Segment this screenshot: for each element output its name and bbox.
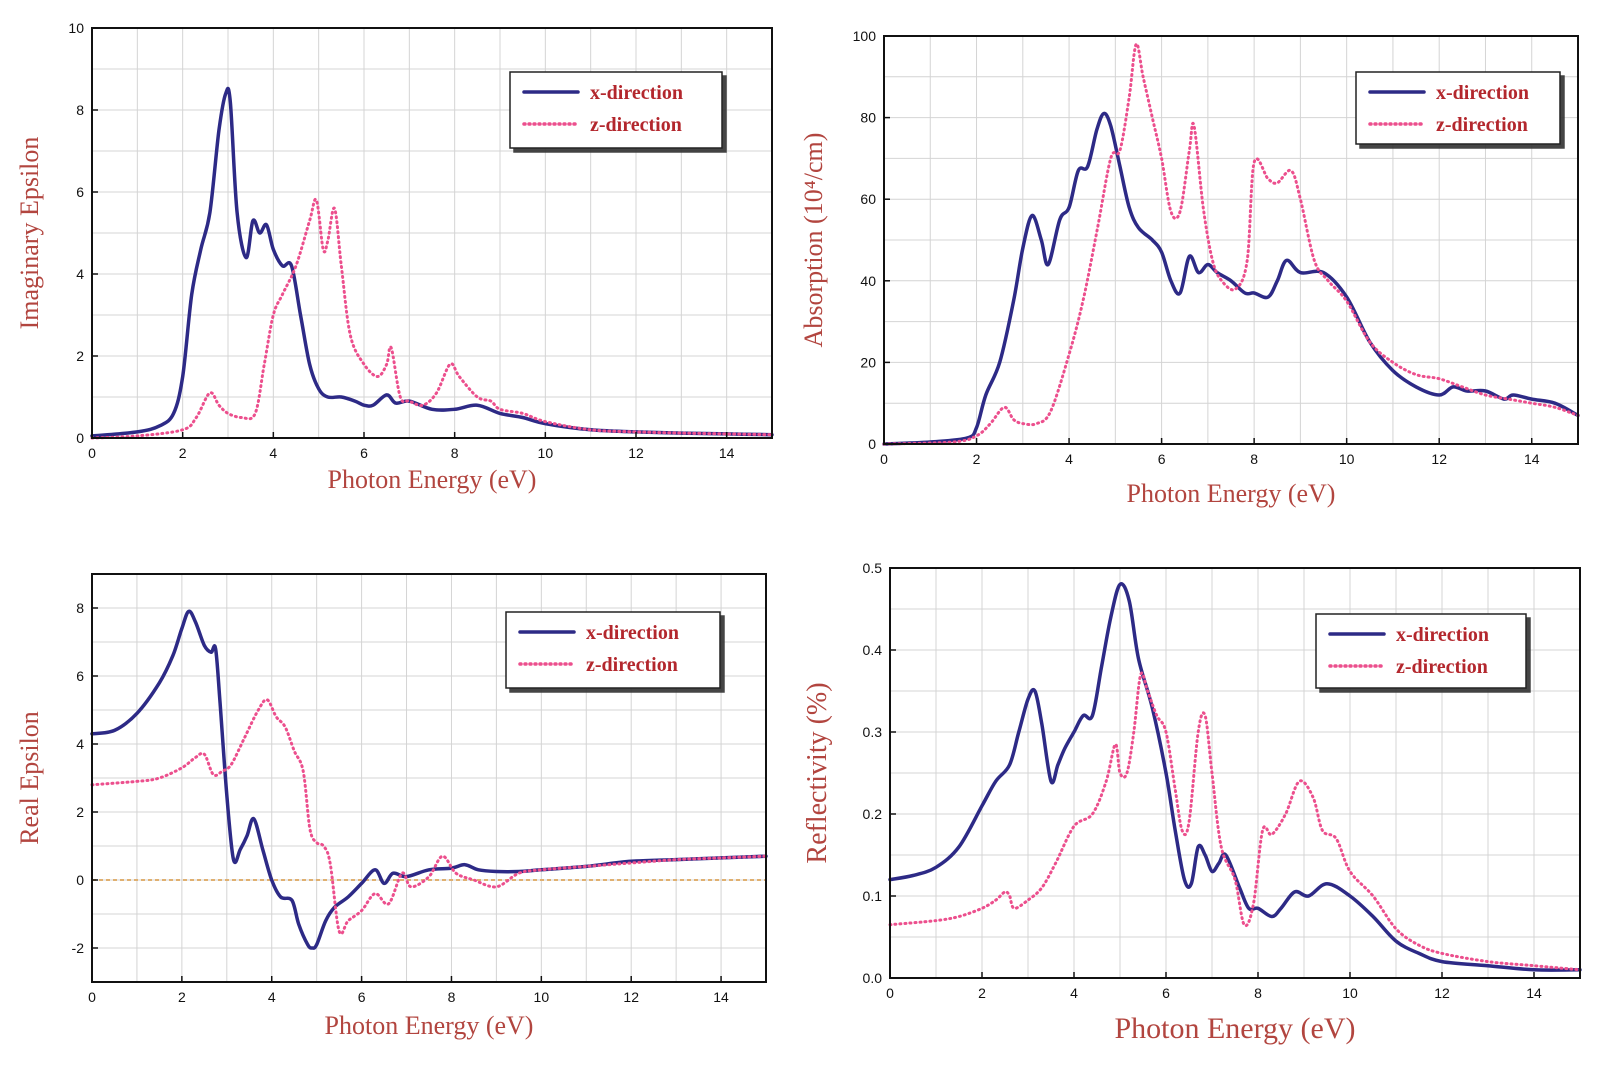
absorp-legend: x-direction z-direction	[1355, 71, 1561, 145]
y-tick-label: 0	[76, 872, 84, 888]
real-series-x-line	[90, 609, 768, 950]
x-tick-label: 12	[1431, 451, 1447, 467]
y-tick-label: 0	[868, 436, 876, 452]
y-tick-label: 0.4	[863, 642, 883, 658]
refl-legend: x-direction z-direction	[1315, 613, 1527, 689]
legend-label-x: x-direction	[1396, 624, 1489, 646]
x-tick-label: 0	[88, 989, 96, 1005]
x-tick-label: 0	[886, 985, 894, 1001]
imag-frame	[91, 27, 773, 439]
y-tick-label: 2	[76, 348, 84, 364]
y-tick-label: 0.5	[863, 560, 883, 576]
x-tick-label: 12	[1434, 985, 1450, 1001]
x-tick-label: 8	[448, 989, 456, 1005]
x-tick-label: 2	[973, 451, 981, 467]
x-tick-label: 6	[1162, 985, 1170, 1001]
x-tick-label: 2	[179, 445, 187, 461]
y-tick-label: 6	[76, 184, 84, 200]
legend-box	[505, 611, 721, 689]
x-tick-label: 4	[1070, 985, 1078, 1001]
x-tick-label: 14	[719, 445, 735, 461]
x-tick-label: 14	[1524, 451, 1540, 467]
imag-grid	[91, 27, 773, 439]
y-tick-label: 8	[76, 600, 84, 616]
y-tick-label: 40	[860, 273, 876, 289]
real-legend: x-direction z-direction	[505, 611, 721, 689]
imag-series-x-line	[90, 86, 774, 438]
x-tick-label: 6	[358, 989, 366, 1005]
y-tick-label: 0.0	[863, 970, 883, 986]
x-tick-label: 6	[360, 445, 368, 461]
y-tick-label: 4	[76, 736, 84, 752]
x-tick-label: 8	[1250, 451, 1258, 467]
legend-label-z: z-direction	[1436, 114, 1528, 136]
legend-label-x: x-direction	[590, 82, 683, 104]
real-x-axis-title: Photon Energy (eV)	[325, 1011, 534, 1040]
absorp-x-axis-title: Photon Energy (eV)	[1127, 479, 1336, 508]
refl-x-axis-title: Photon Energy (eV)	[1114, 1012, 1355, 1045]
legend-label-z: z-direction	[590, 114, 682, 136]
real-series-z-line	[90, 698, 768, 936]
y-tick-label: 6	[76, 668, 84, 684]
real-chart: 0 2 4 6 8 10 12 14 -2 0 2 4 6 8 Photon Energy (eV) Real…	[15, 573, 768, 1040]
x-tick-label: 12	[628, 445, 644, 461]
imag-legend: x-direction z-direction	[509, 71, 723, 149]
x-tick-label: 4	[268, 989, 276, 1005]
imag-series-z-line	[90, 197, 774, 440]
x-tick-label: 10	[1339, 451, 1355, 467]
legend-label-x: x-direction	[586, 622, 679, 644]
x-tick-label: 0	[88, 445, 96, 461]
x-tick-label: 10	[538, 445, 554, 461]
y-tick-label: 0.3	[863, 724, 883, 740]
y-tick-label: 0.1	[863, 888, 883, 904]
y-tick-label: 8	[76, 102, 84, 118]
refl-chart: 0 2 4 6 8 10 12 14 0.0 0.1 0.2 0.3 0.4 0.5 Photon Ener…	[802, 560, 1582, 1045]
x-tick-label: 2	[978, 985, 986, 1001]
legend-label-x: x-direction	[1436, 82, 1529, 104]
absorp-frame	[883, 35, 1579, 445]
legend-box	[1355, 71, 1561, 145]
real-y-axis-title: Real Epsilon	[15, 711, 44, 845]
y-tick-label: 2	[76, 804, 84, 820]
refl-series-x-line	[888, 582, 1582, 972]
x-tick-label: 6	[1158, 451, 1166, 467]
legend-box	[509, 71, 723, 149]
refl-series-z-line	[888, 671, 1582, 972]
x-tick-label: 14	[713, 989, 729, 1005]
legend-box	[1315, 613, 1527, 689]
x-tick-label: 12	[623, 989, 639, 1005]
x-tick-label: 14	[1526, 985, 1542, 1001]
y-tick-label: 10	[68, 20, 84, 36]
x-tick-label: 8	[451, 445, 459, 461]
y-tick-label: 0	[76, 430, 84, 446]
refl-y-axis-title: Reflectivity (%)	[802, 682, 833, 863]
y-tick-label: -2	[72, 940, 85, 956]
x-tick-label: 10	[534, 989, 550, 1005]
absorp-series-x-line	[882, 111, 1580, 446]
y-tick-label: 20	[860, 354, 876, 370]
x-tick-label: 8	[1254, 985, 1262, 1001]
imag-x-axis-title: Photon Energy (eV)	[328, 465, 537, 494]
y-tick-label: 100	[853, 28, 877, 44]
refl-frame	[889, 567, 1581, 979]
real-frame	[91, 573, 767, 983]
y-tick-label: 0.2	[863, 806, 883, 822]
legend-label-z: z-direction	[586, 654, 678, 676]
y-tick-label: 80	[860, 110, 876, 126]
x-tick-label: 4	[269, 445, 277, 461]
imag-y-axis-title: Imaginary Epsilon	[15, 137, 44, 330]
x-tick-label: 2	[178, 989, 186, 1005]
absorp-series-z-line	[882, 42, 1580, 446]
absorp-chart: 0 2 4 6 8 10 12 14 0 20 40 60 80 100 Photon Energy (eV…	[799, 28, 1580, 508]
legend-label-z: z-direction	[1396, 656, 1488, 678]
x-tick-label: 4	[1065, 451, 1073, 467]
x-tick-label: 0	[880, 451, 888, 467]
y-tick-label: 60	[860, 191, 876, 207]
absorp-y-axis-title: Absorption (10⁴/cm)	[799, 133, 828, 348]
y-tick-label: 4	[76, 266, 84, 282]
x-tick-label: 10	[1342, 985, 1358, 1001]
